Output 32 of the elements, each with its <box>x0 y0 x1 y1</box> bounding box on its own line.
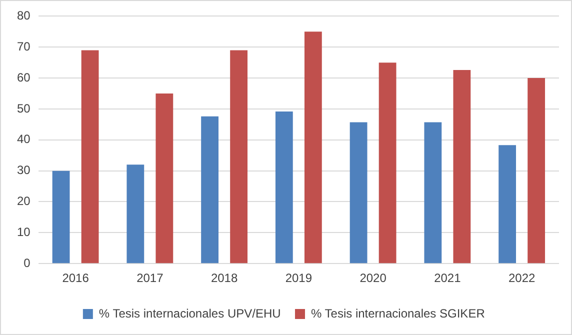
bar <box>378 62 396 264</box>
x-tick-label: 2019 <box>285 271 312 286</box>
bar <box>350 122 368 264</box>
x-tick-label: 2022 <box>508 271 536 286</box>
legend-label: % Tesis internacionales SGIKER <box>311 306 486 320</box>
x-tick-label: 2020 <box>360 271 387 286</box>
x-tick-label: 2018 <box>210 271 238 286</box>
bar <box>201 116 218 264</box>
y-tick-label: 20 <box>16 194 31 208</box>
bar <box>424 122 442 264</box>
bar <box>453 70 471 264</box>
bar <box>156 94 174 264</box>
x-tick-label: 2016 <box>62 271 90 286</box>
y-tick-label: 10 <box>16 224 31 239</box>
bar <box>304 32 322 264</box>
bar <box>81 50 99 264</box>
bar <box>528 78 546 264</box>
bar <box>230 50 248 264</box>
y-tick-label: 30 <box>16 163 31 178</box>
y-tick-label: 60 <box>16 70 31 84</box>
legend-label: % Tesis internacionales UPV/EHU <box>98 306 281 320</box>
x-tick-label: 2017 <box>136 271 164 286</box>
y-tick-label: 40 <box>16 132 31 146</box>
y-tick-label: 80 <box>16 8 31 23</box>
bar <box>498 145 516 264</box>
bar <box>275 111 293 264</box>
y-tick-label: 70 <box>16 39 31 54</box>
x-tick-label: 2021 <box>434 271 462 286</box>
bar <box>52 170 70 264</box>
bar <box>126 164 144 264</box>
y-tick-label: 50 <box>16 101 31 116</box>
y-tick-label: 0 <box>24 256 31 270</box>
